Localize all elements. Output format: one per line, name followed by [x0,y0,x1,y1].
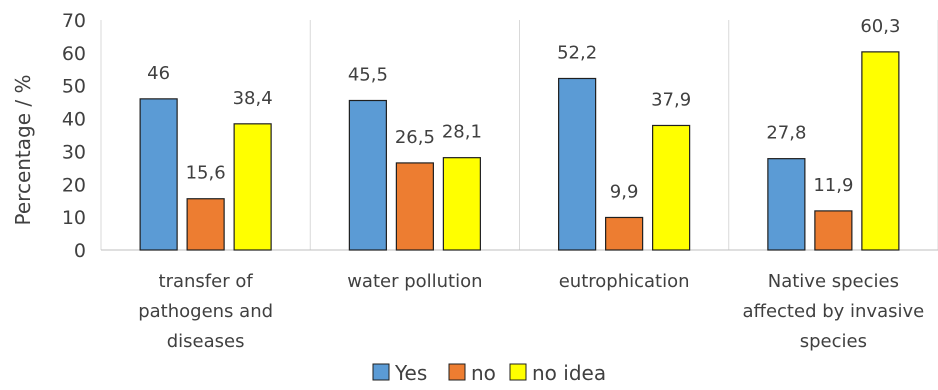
y-tick-label: 70 [62,10,86,32]
legend-label: Yes [394,361,427,385]
legend-swatch [448,363,466,381]
data-label: 38,4 [233,88,273,109]
data-label: 52,2 [557,42,597,63]
data-label: 15,6 [186,163,226,184]
x-category-label: water pollution [347,271,482,292]
data-label: 45,5 [348,65,388,86]
x-category-label: pathogens and [138,301,273,322]
bar-no-idea [861,51,900,251]
category-labels-layer: transfer of pathogens and diseases water po… [138,271,924,352]
bar-no-idea [652,124,691,251]
x-category-label: affected by invasive [743,301,925,322]
data-label: 28,1 [442,122,482,143]
data-label: 37,9 [651,89,691,110]
legend-label: no [471,361,496,385]
bars-layer [139,51,900,251]
legend-swatch [509,363,527,381]
bar-yes [139,98,178,251]
y-axis-label: Percentage / % [11,75,35,226]
data-label: 27,8 [766,123,806,144]
data-label: 26,5 [395,127,435,148]
x-category-label: species [800,331,867,352]
grid-layer [100,20,938,250]
bar-no-idea [233,123,272,251]
axis-layer: 0 10 20 30 40 50 60 70 [62,10,938,262]
x-category-label: diseases [167,331,245,352]
data-label: 9,9 [610,181,639,202]
bar-yes [767,158,806,251]
y-tick-label: 60 [62,43,86,65]
y-tick-label: 40 [62,109,86,131]
bar-yes [348,99,387,251]
legend-swatch [372,363,390,381]
x-category-label: eutrophication [559,271,690,292]
x-category-label: transfer of [159,271,254,292]
y-tick-label: 20 [62,174,86,196]
bar-no [395,162,434,251]
y-tick-label: 30 [62,141,86,163]
data-label: 11,9 [813,175,853,196]
bar-no [814,210,853,251]
y-tick-label: 10 [62,207,86,229]
y-tick-label: 50 [62,76,86,98]
bar-yes [558,77,597,251]
bar-no-idea [442,157,481,251]
data-labels-layer: 46 15,6 38,4 45,5 26,5 28,1 52,2 9,9 37,9 27,8 11,… [147,16,900,203]
x-category-label: Native species [768,271,899,292]
data-label: 46 [147,63,170,84]
data-label: 60,3 [860,16,900,37]
bar-no [186,198,225,251]
legend: Yes no no idea [372,361,606,385]
legend-label: no idea [532,361,606,385]
bar-no [605,216,644,251]
y-tick-label: 0 [74,240,86,262]
